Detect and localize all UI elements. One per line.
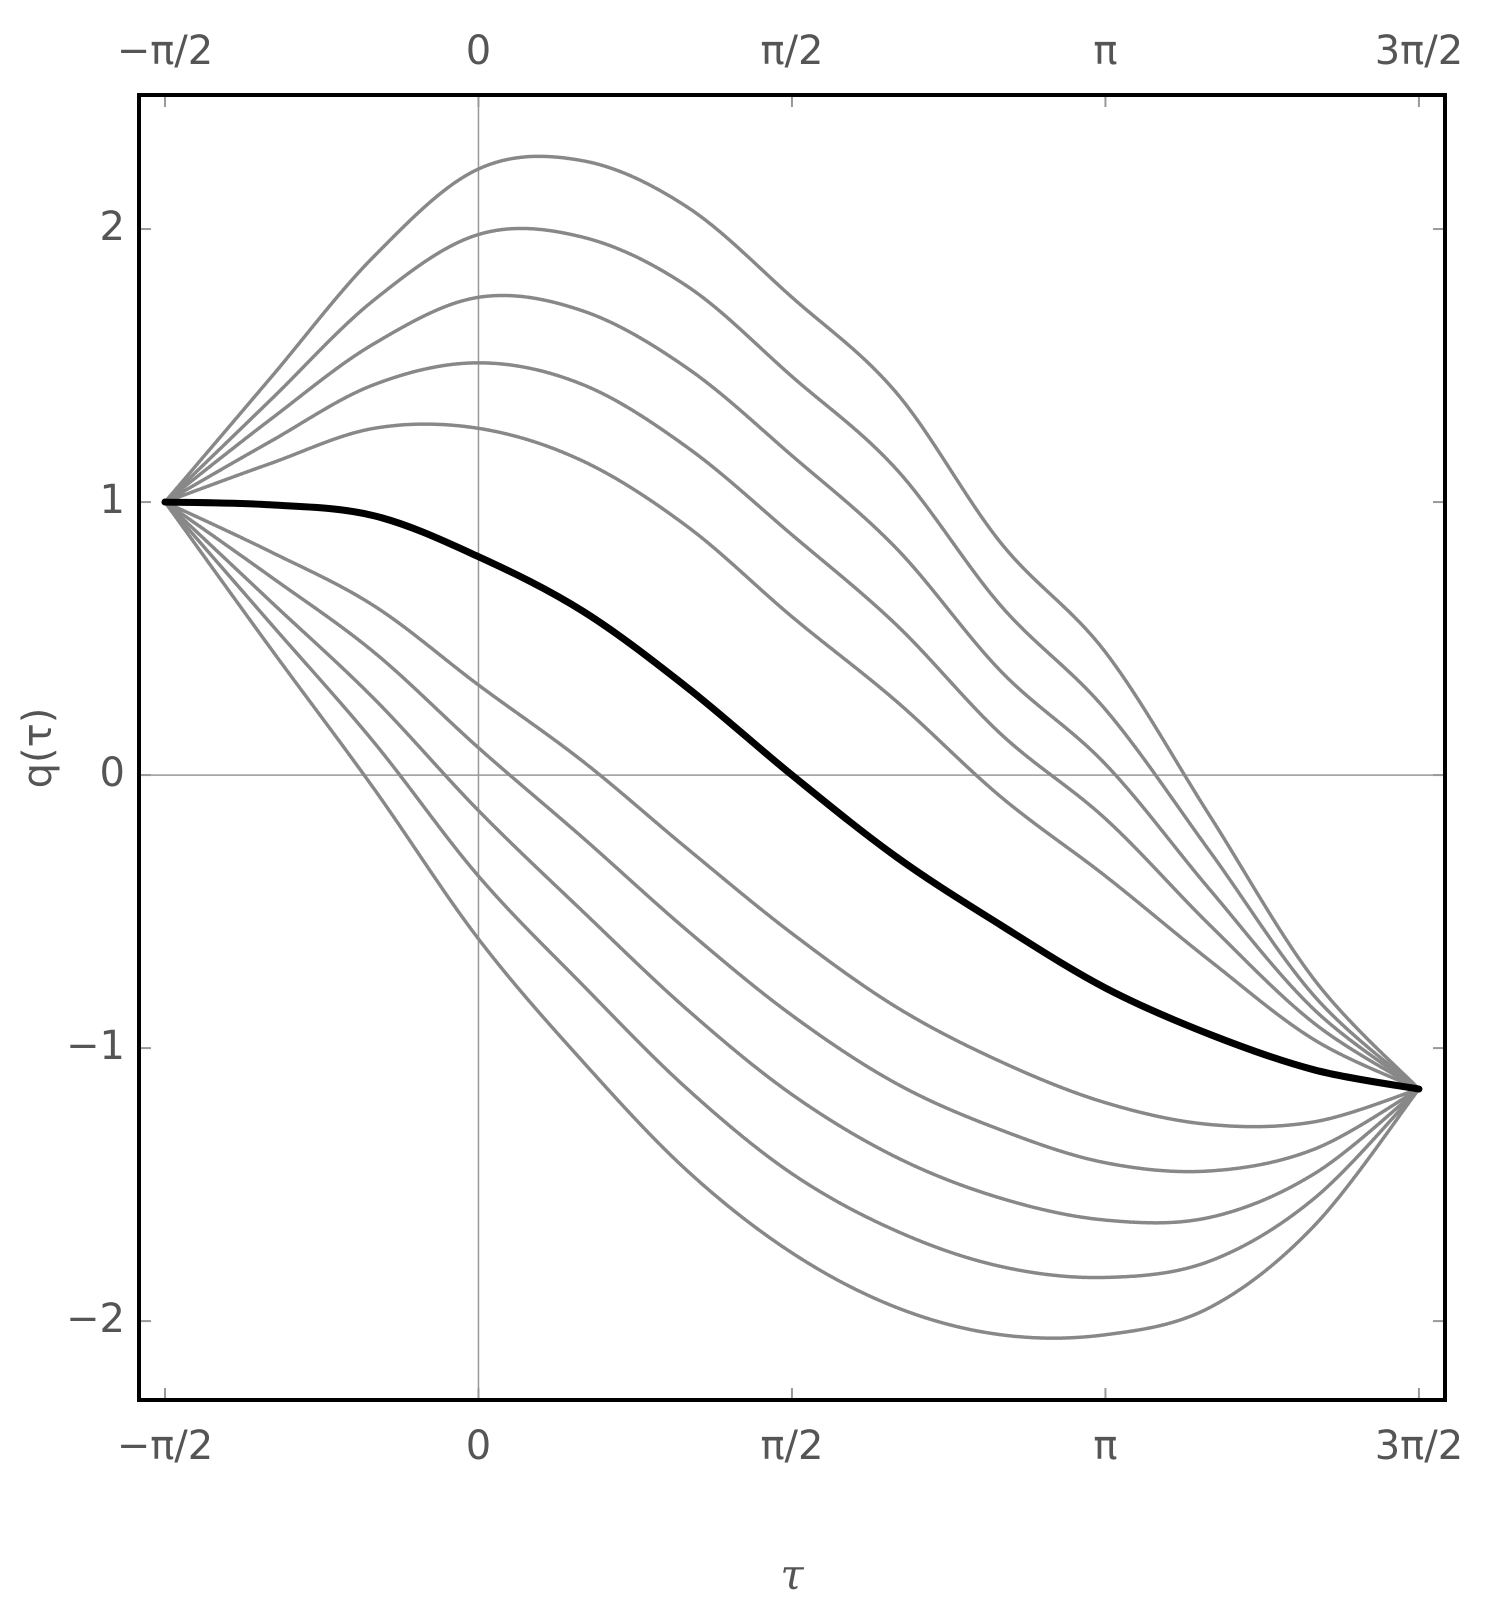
series-line (163, 500, 1421, 1340)
y-tick-label: −1 (66, 1023, 125, 1069)
series-line (163, 293, 1421, 1091)
x-tick-label-top: 3π/2 (1375, 28, 1463, 74)
x-tick-label-top: π/2 (760, 28, 823, 74)
series-line (163, 154, 1421, 1091)
x-tick-label: −π/2 (117, 1423, 214, 1469)
series-line (163, 500, 1421, 1174)
series-line (163, 361, 1421, 1091)
y-axis-label: q(τ) (15, 708, 61, 789)
series-line (163, 226, 1421, 1091)
y-tick-label: 2 (100, 204, 125, 250)
x-tick-label-top: −π/2 (117, 28, 214, 74)
series-line (163, 500, 1421, 1129)
x-tick-label: π (1093, 1423, 1117, 1469)
x-tick-label-top: π (1093, 28, 1117, 74)
x-tick-label: 0 (466, 1423, 491, 1469)
plot-frame (137, 93, 1447, 1402)
series-line (163, 500, 1421, 1225)
series-line (163, 422, 1421, 1091)
x-tick-label: π/2 (760, 1423, 823, 1469)
y-tick-label: 1 (100, 477, 125, 523)
x-tick-label-top: 0 (466, 28, 491, 74)
series-line (163, 500, 1421, 1280)
y-tick-label: 0 (100, 750, 125, 796)
series-line (161, 498, 1423, 1093)
y-tick-label: −2 (66, 1296, 125, 1342)
x-tick-label: 3π/2 (1375, 1423, 1463, 1469)
x-axis-label: τ (780, 1550, 804, 1599)
